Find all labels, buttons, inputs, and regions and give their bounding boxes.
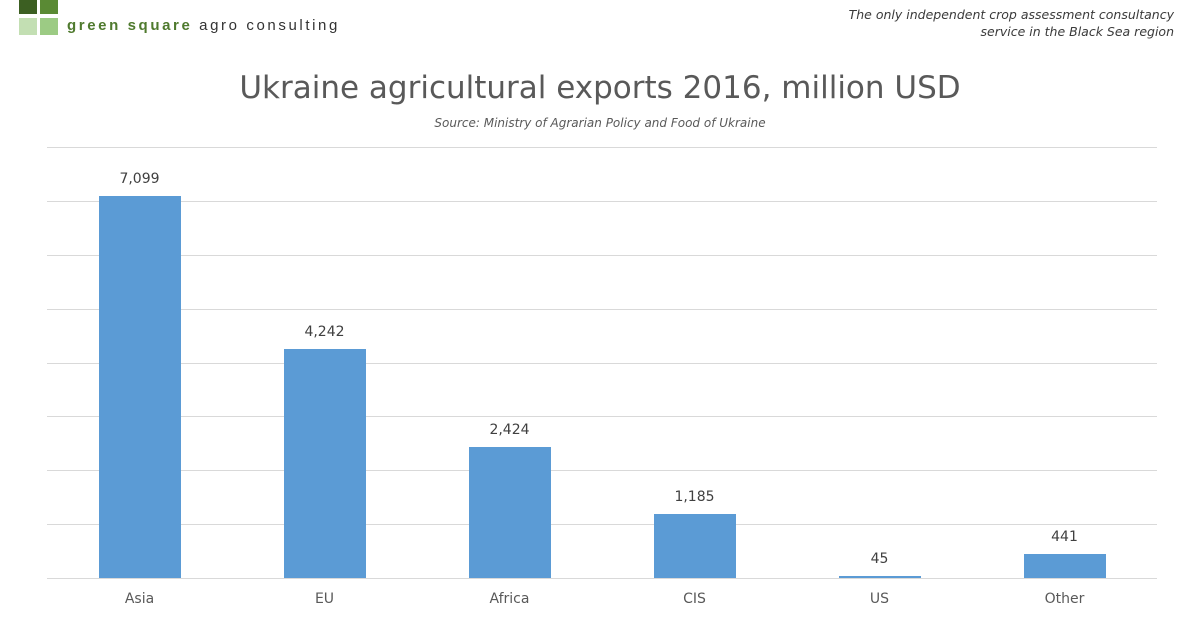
category-label: EU (314, 591, 335, 607)
gridline (47, 254, 1157, 256)
logo-square-dark-icon (19, 0, 37, 14)
bar-other (1023, 554, 1106, 578)
category-label: Asia (124, 591, 155, 607)
tagline-line-2: service in the Black Sea region (980, 24, 1174, 39)
x-axis-baseline (47, 578, 1157, 579)
gridline (47, 524, 1157, 526)
gridline (47, 147, 1157, 148)
bar-us (838, 575, 921, 578)
gridline (47, 362, 1157, 364)
plot-area: 7,099 4,242 2,424 1,185 45 441 (47, 147, 1157, 579)
company-name: green square agro consulting (67, 17, 340, 34)
logo-square-light-icon (40, 18, 58, 35)
category-label: CIS (683, 591, 706, 607)
logo-square-pale-icon (19, 18, 37, 35)
category-label: US (869, 591, 890, 607)
value-label: 441 (1051, 529, 1078, 546)
chart-title: Ukraine agricultural exports 2016, milli… (239, 70, 961, 106)
company-name-rest: agro consulting (192, 17, 340, 34)
value-label: 45 (870, 550, 889, 567)
logo-square-medium-icon (40, 0, 58, 14)
bar-asia (98, 195, 181, 578)
gridline (47, 308, 1157, 310)
bar-cis (653, 514, 736, 578)
gridline (47, 416, 1157, 418)
value-label: 4,242 (304, 324, 345, 341)
bar-eu (283, 349, 366, 578)
tagline-line-1: The only independent crop assessment con… (848, 7, 1174, 22)
value-label: 1,185 (674, 489, 715, 506)
category-label: Other (1044, 591, 1085, 607)
company-logo: green square agro consulting (0, 0, 400, 40)
bar-africa (468, 447, 551, 578)
gridline (47, 470, 1157, 472)
chart-subtitle: Source: Ministry of Agrarian Policy and … (434, 116, 766, 130)
company-name-bold: green square (67, 17, 193, 34)
gridline (47, 200, 1157, 202)
value-label: 7,099 (119, 170, 160, 187)
category-label: Africa (489, 591, 530, 607)
value-label: 2,424 (489, 422, 530, 439)
tagline: The only independent crop assessment con… (849, 6, 1174, 40)
